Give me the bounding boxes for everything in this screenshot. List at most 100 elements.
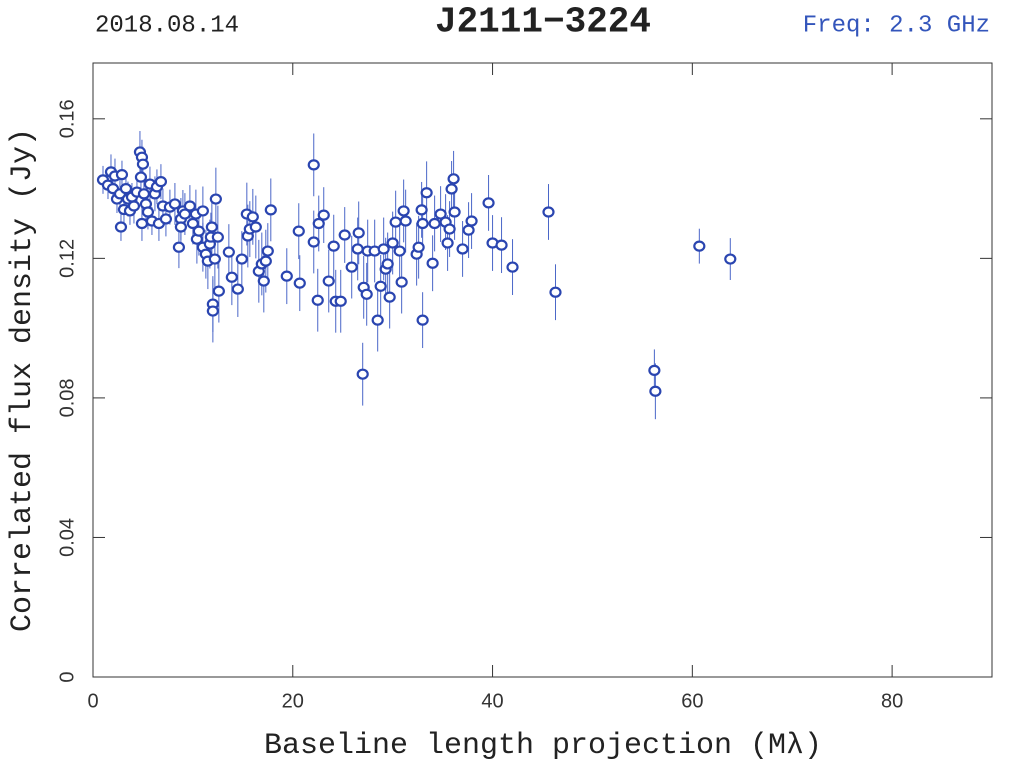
point bbox=[426, 257, 439, 269]
x-tick-label: 80 bbox=[881, 690, 903, 712]
point bbox=[119, 182, 133, 195]
point bbox=[225, 271, 238, 283]
point bbox=[317, 209, 330, 221]
point bbox=[235, 253, 248, 265]
point bbox=[386, 237, 399, 249]
point bbox=[371, 314, 384, 326]
y-tick-label: 0 bbox=[56, 671, 78, 682]
point bbox=[327, 240, 340, 252]
point bbox=[420, 187, 433, 199]
date: 2018.08.14 bbox=[95, 12, 239, 39]
point bbox=[381, 258, 394, 270]
point bbox=[186, 217, 199, 230]
point bbox=[399, 215, 412, 227]
point bbox=[231, 283, 244, 295]
subtitle: Freq: 2.3 GHz bbox=[803, 12, 990, 39]
point bbox=[307, 236, 320, 248]
y-tick-label: 0.08 bbox=[56, 378, 78, 417]
point bbox=[415, 204, 428, 216]
point bbox=[456, 243, 469, 255]
x-axis-label: Baseline length projection (Mλ) bbox=[264, 729, 822, 763]
x-tick-label: 40 bbox=[481, 690, 503, 712]
point bbox=[136, 158, 150, 170]
point bbox=[259, 255, 272, 267]
point bbox=[377, 243, 390, 255]
point bbox=[246, 211, 259, 223]
point bbox=[135, 217, 149, 230]
chart-title: J2111−3224 bbox=[435, 2, 651, 43]
point bbox=[312, 217, 325, 230]
point bbox=[648, 364, 661, 376]
point bbox=[428, 217, 441, 230]
x-tick-label: 20 bbox=[282, 690, 304, 712]
point bbox=[448, 206, 461, 218]
point bbox=[192, 225, 205, 237]
point bbox=[280, 270, 293, 282]
point bbox=[154, 176, 168, 188]
point bbox=[208, 253, 221, 265]
point bbox=[482, 197, 495, 209]
plot-frame bbox=[92, 62, 993, 678]
point bbox=[506, 261, 519, 273]
point bbox=[206, 305, 219, 317]
point bbox=[395, 276, 408, 288]
point bbox=[183, 200, 196, 212]
point bbox=[416, 314, 429, 326]
point bbox=[264, 204, 277, 216]
y-tick-label: 0.16 bbox=[56, 99, 78, 138]
point bbox=[542, 206, 555, 218]
point bbox=[693, 240, 706, 252]
point bbox=[360, 288, 373, 300]
point bbox=[196, 205, 209, 217]
point bbox=[141, 206, 155, 218]
x-tick-label: 60 bbox=[681, 690, 703, 712]
point bbox=[261, 245, 274, 257]
point bbox=[338, 229, 351, 241]
point bbox=[447, 173, 460, 185]
point bbox=[443, 223, 456, 235]
point bbox=[292, 225, 305, 237]
point bbox=[249, 221, 262, 233]
point bbox=[389, 216, 402, 228]
point bbox=[374, 280, 387, 292]
point bbox=[209, 193, 222, 205]
point bbox=[174, 221, 188, 233]
point bbox=[724, 253, 737, 265]
point bbox=[114, 221, 128, 233]
point bbox=[356, 368, 369, 380]
point bbox=[222, 246, 235, 258]
point bbox=[441, 237, 454, 249]
point bbox=[127, 200, 141, 212]
point bbox=[115, 169, 129, 181]
point bbox=[465, 215, 478, 227]
point bbox=[352, 227, 365, 239]
point bbox=[211, 231, 224, 243]
point bbox=[172, 241, 186, 253]
point bbox=[293, 277, 306, 289]
point bbox=[495, 239, 508, 251]
point bbox=[445, 183, 458, 195]
point bbox=[351, 243, 364, 255]
x-tick-label: 0 bbox=[87, 690, 98, 712]
y-axis-label: Correlated flux density (Jy) bbox=[6, 128, 40, 632]
point bbox=[549, 286, 562, 298]
point bbox=[345, 261, 358, 273]
point bbox=[649, 385, 662, 397]
point bbox=[205, 221, 218, 233]
point bbox=[393, 245, 406, 257]
point bbox=[168, 198, 182, 210]
point bbox=[307, 159, 320, 171]
point bbox=[397, 205, 410, 217]
y-tick-label: 0.04 bbox=[56, 518, 78, 557]
point bbox=[137, 188, 151, 200]
point bbox=[212, 285, 225, 297]
point bbox=[159, 213, 173, 225]
point bbox=[322, 275, 335, 287]
point bbox=[134, 171, 148, 183]
y-tick-label: 0.12 bbox=[56, 239, 78, 278]
point bbox=[434, 208, 447, 220]
point bbox=[412, 241, 425, 253]
point bbox=[462, 224, 475, 236]
